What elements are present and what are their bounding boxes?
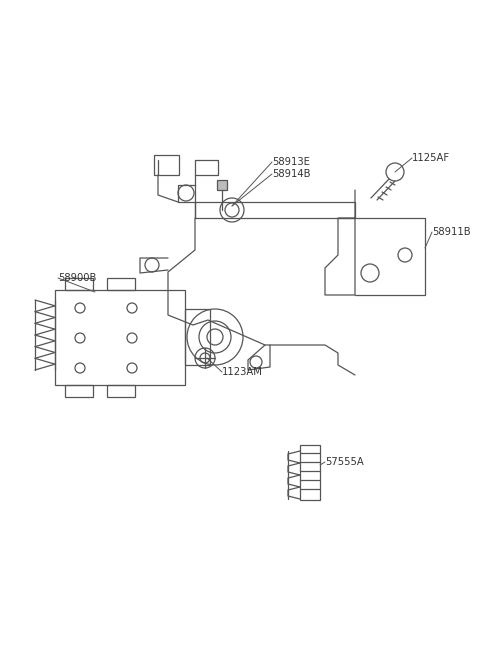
Text: 58900B: 58900B: [58, 273, 96, 283]
Text: 58911B: 58911B: [432, 227, 470, 237]
Text: 1123AM: 1123AM: [222, 367, 263, 377]
Bar: [185, 309, 210, 365]
Text: 1125AF: 1125AF: [412, 153, 450, 163]
Bar: [300, 445, 320, 500]
Bar: [217, 180, 227, 190]
Text: 57555A: 57555A: [325, 457, 364, 467]
Bar: [65, 385, 93, 397]
Text: 58914B: 58914B: [272, 169, 311, 179]
Bar: [107, 278, 135, 290]
Bar: [107, 385, 135, 397]
Text: 58913E: 58913E: [272, 157, 310, 167]
Bar: [154, 155, 179, 175]
Bar: [55, 290, 185, 385]
Bar: [65, 278, 93, 290]
